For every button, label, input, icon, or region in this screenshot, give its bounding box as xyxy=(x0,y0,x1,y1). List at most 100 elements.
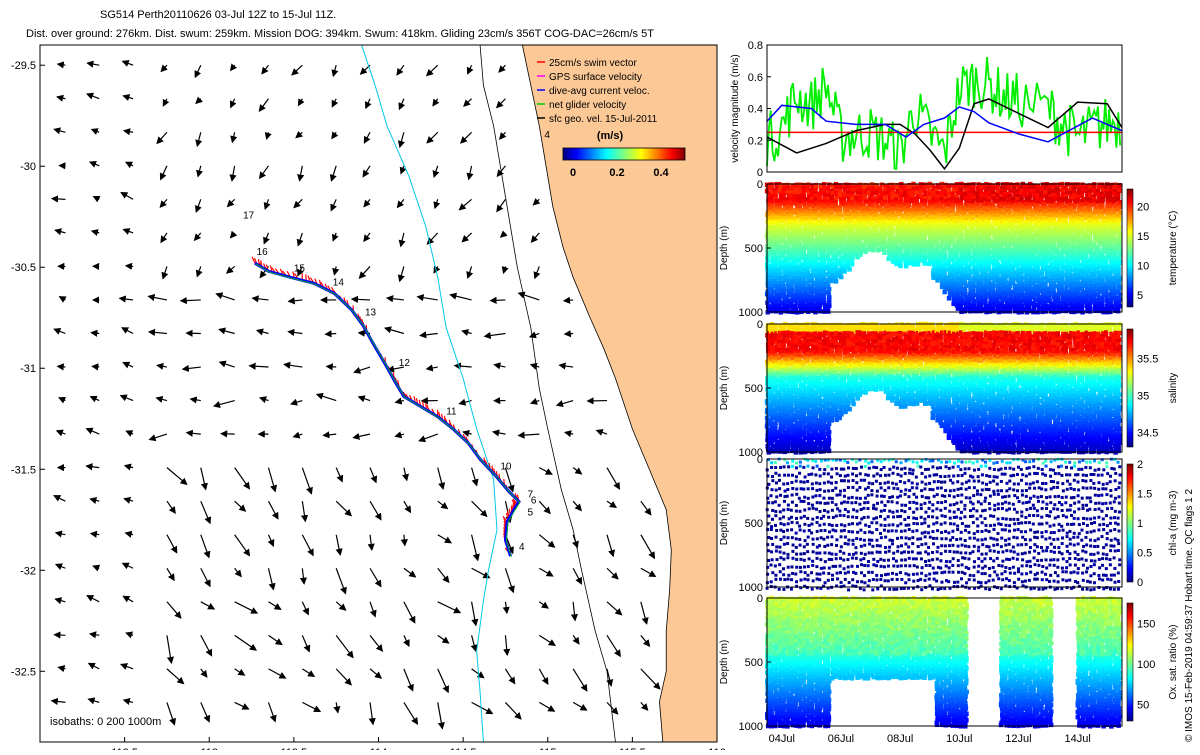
data-cell xyxy=(769,309,774,314)
speed-colorbar-tick: 0.4 xyxy=(653,167,669,179)
data-cell xyxy=(770,303,775,308)
data-cell xyxy=(1104,224,1109,229)
data-cell xyxy=(926,185,931,190)
data-cell xyxy=(774,309,779,314)
data-cell xyxy=(797,258,802,263)
legend-label: sfc geo. vel. 15-Jul-2011 xyxy=(549,114,658,125)
data-cell xyxy=(876,248,881,253)
data-cell xyxy=(938,255,943,259)
data-cell xyxy=(1080,306,1085,311)
data-cell xyxy=(813,188,818,193)
velocity-arrow xyxy=(491,300,506,301)
data-cell xyxy=(935,278,940,283)
speed-colorbar-tick: 0.2 xyxy=(609,167,624,179)
velocity-arrow xyxy=(326,333,337,334)
data-cell xyxy=(898,258,903,263)
data-cell xyxy=(1015,264,1020,269)
day-label: 15 xyxy=(294,263,306,274)
data-cell xyxy=(834,244,839,249)
data-cell xyxy=(910,199,915,204)
figure-title-line2: Dist. over ground: 276km. Dist. swum: 25… xyxy=(26,28,654,40)
data-cell xyxy=(850,255,855,260)
day-label: 16 xyxy=(257,247,269,258)
data-cell xyxy=(777,258,782,263)
data-cell xyxy=(1100,298,1105,303)
data-cell xyxy=(882,250,887,255)
velocity-y-axis-label: velocity magnitude (m/s) xyxy=(730,54,741,162)
data-cell xyxy=(923,190,928,195)
data-cell xyxy=(931,275,936,280)
data-cell xyxy=(886,208,891,213)
colorbar-label: temperature (°C) xyxy=(1168,211,1179,286)
data-cell xyxy=(773,230,778,235)
data-cell xyxy=(979,303,984,308)
data-cell xyxy=(1076,224,1081,229)
data-cell xyxy=(823,272,828,277)
data-cell xyxy=(991,309,996,314)
velocity-arrow xyxy=(126,266,133,267)
day-label: 4 xyxy=(519,542,525,553)
data-cell xyxy=(972,191,977,196)
colorbar-tick-label: 10 xyxy=(1137,261,1149,273)
data-cell xyxy=(1100,199,1105,204)
data-cell xyxy=(955,219,960,224)
data-cell xyxy=(898,264,903,269)
data-cell xyxy=(1117,247,1122,252)
data-cell xyxy=(803,398,808,403)
colorbar xyxy=(1127,189,1133,307)
speed-colorbar-title: (m/s) xyxy=(597,130,624,142)
data-cell xyxy=(838,185,843,190)
data-cell xyxy=(793,345,798,350)
data-cell xyxy=(1048,258,1053,263)
data-cell xyxy=(802,420,807,425)
data-cell xyxy=(1108,210,1113,215)
data-cell xyxy=(918,216,923,221)
data-cell xyxy=(1068,249,1073,254)
day-label: 12 xyxy=(399,358,411,369)
data-cell xyxy=(914,207,919,212)
data-cell xyxy=(1048,249,1053,254)
data-cell xyxy=(1007,309,1012,314)
data-cell xyxy=(918,258,923,263)
data-cell xyxy=(839,275,844,280)
data-cell xyxy=(894,194,899,199)
data-cell xyxy=(894,258,899,263)
data-cell xyxy=(1080,292,1085,297)
data-cell xyxy=(987,264,992,269)
data-cell xyxy=(1092,275,1097,280)
depth-y-axis-label: Depth (m) xyxy=(719,226,730,270)
data-cell xyxy=(837,416,842,421)
data-cell xyxy=(822,221,827,226)
data-cell xyxy=(766,275,771,280)
legend-label: dive-avg current veloc. xyxy=(549,86,650,97)
day-label: 14 xyxy=(333,277,345,288)
legend-label: net glider velocity xyxy=(549,100,626,111)
velocity-arrow xyxy=(327,366,336,367)
velocity-y-tick-label: 0.6 xyxy=(748,72,763,84)
depth-y-tick-label: 500 xyxy=(745,243,763,255)
data-cell xyxy=(1117,286,1122,291)
data-cell xyxy=(801,361,806,366)
data-cell xyxy=(976,275,981,280)
data-cell xyxy=(1076,292,1081,297)
data-cell xyxy=(886,233,891,238)
data-cell xyxy=(1064,309,1069,314)
data-cell xyxy=(927,262,932,267)
data-cell xyxy=(821,449,826,454)
data-cell xyxy=(866,247,871,252)
data-cell xyxy=(923,250,928,255)
data-cell xyxy=(947,296,952,301)
velocity-arrow xyxy=(565,333,573,334)
map-y-tick-label: -30.5 xyxy=(11,262,36,274)
data-cell xyxy=(1116,227,1121,232)
data-cell xyxy=(782,270,787,275)
data-cell xyxy=(834,279,839,284)
data-cell xyxy=(1003,196,1008,201)
velocity-arrow xyxy=(52,199,65,200)
data-cell xyxy=(813,449,818,454)
data-cell xyxy=(845,207,850,212)
velocity-arrow xyxy=(352,299,370,300)
